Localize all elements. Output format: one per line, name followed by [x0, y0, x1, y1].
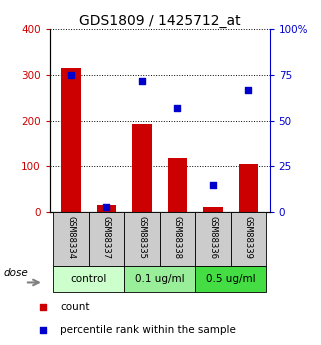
Text: percentile rank within the sample: percentile rank within the sample: [60, 325, 236, 335]
Text: GSM88335: GSM88335: [137, 216, 146, 259]
Bar: [132, 125, 152, 212]
Text: GSM88336: GSM88336: [208, 216, 217, 259]
Text: 0.5 ug/ml: 0.5 ug/ml: [206, 274, 256, 284]
Text: GSM88337: GSM88337: [102, 216, 111, 259]
Bar: [160, 212, 195, 266]
Text: GSM88339: GSM88339: [244, 216, 253, 259]
Bar: [97, 205, 116, 212]
Bar: [239, 164, 258, 212]
Bar: [61, 68, 81, 212]
Point: [246, 87, 251, 92]
Point: [104, 204, 109, 209]
Bar: [203, 207, 223, 212]
Bar: [230, 212, 266, 266]
Bar: [195, 266, 266, 292]
Bar: [168, 158, 187, 212]
Bar: [124, 212, 160, 266]
Point: [41, 327, 46, 333]
Text: dose: dose: [4, 268, 29, 278]
Point: [139, 78, 144, 83]
Text: 0.1 ug/ml: 0.1 ug/ml: [135, 274, 185, 284]
Text: GSM88338: GSM88338: [173, 216, 182, 259]
Point: [210, 182, 215, 187]
Bar: [53, 266, 124, 292]
Point: [68, 72, 74, 78]
Bar: [53, 212, 89, 266]
Text: GSM88334: GSM88334: [66, 216, 75, 259]
Point: [175, 105, 180, 111]
Title: GDS1809 / 1425712_at: GDS1809 / 1425712_at: [79, 14, 240, 28]
Bar: [124, 266, 195, 292]
Text: count: count: [60, 302, 90, 312]
Bar: [195, 212, 230, 266]
Text: control: control: [71, 274, 107, 284]
Point: [41, 304, 46, 310]
Bar: [89, 212, 124, 266]
